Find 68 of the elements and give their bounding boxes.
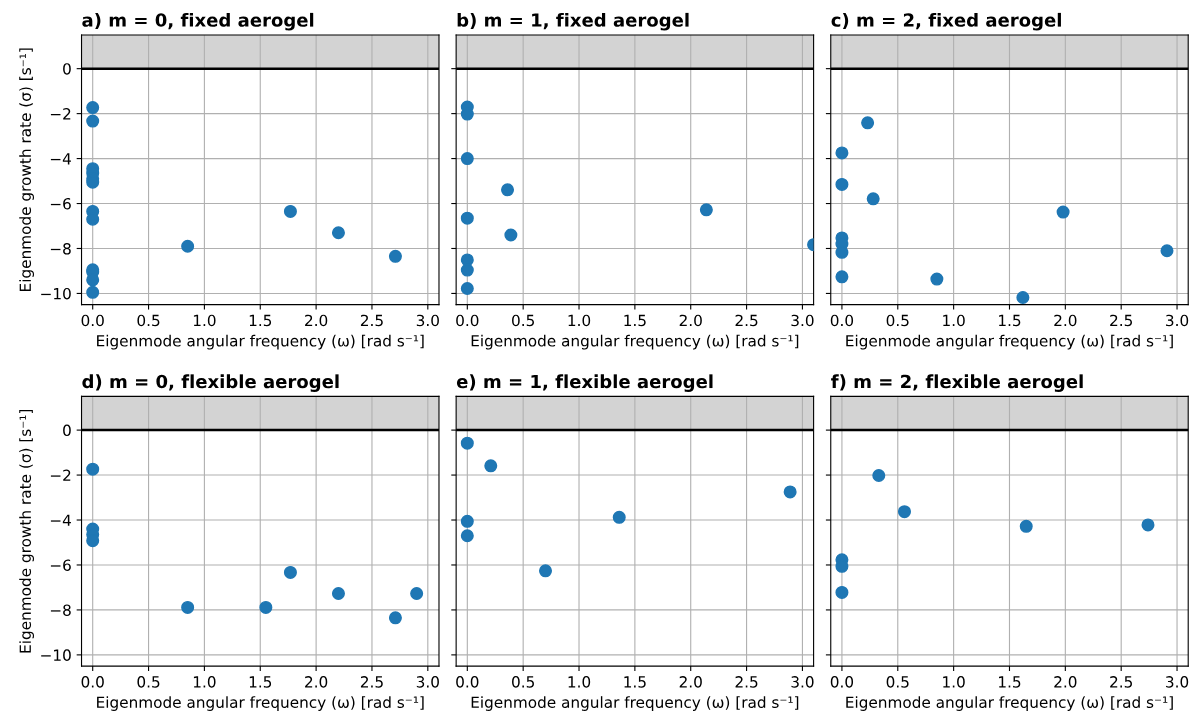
- x-tick-label: 0.5: [886, 676, 909, 688]
- chart-title: f) m = 2, flexible aerogel: [831, 374, 1083, 392]
- y-tick-label: −8: [50, 604, 71, 616]
- x-tick-label: 1.5: [249, 676, 272, 688]
- x-tick-label: 3.0: [791, 676, 814, 688]
- x-tick-label: 2.0: [679, 314, 702, 327]
- x-axis-title: Eigenmode angular frequency (ω) [rad s⁻¹]: [471, 334, 799, 350]
- x-tick-label: 2.5: [735, 314, 758, 327]
- x-tick-label: 2.5: [1110, 314, 1132, 327]
- x-tick-label: 1.0: [193, 676, 216, 688]
- x-tick-label: 1.0: [943, 676, 965, 688]
- x-axis-title: Eigenmode angular frequency (ω) [rad s⁻¹]: [97, 334, 424, 350]
- x-axis-title: Eigenmode angular frequency (ω) [rad s⁻¹]: [846, 334, 1173, 350]
- x-tick-label: 2.0: [679, 676, 702, 688]
- x-tick-label: 0.5: [886, 314, 909, 327]
- x-tick-label: 2.5: [1110, 676, 1132, 688]
- y-axis-title: Eigenmode growth rate (σ) [s⁻¹]: [19, 48, 35, 291]
- x-tick-label: 1.5: [624, 314, 646, 327]
- y-tick-label: 0: [63, 63, 71, 75]
- y-axis-title: Eigenmode growth rate (σ) [s⁻¹]: [19, 409, 35, 653]
- x-tick-label: 1.0: [193, 314, 216, 327]
- x-tick-label: 1.5: [999, 676, 1021, 688]
- x-tick-label: 0.0: [830, 314, 854, 327]
- x-tick-label: 3.0: [791, 314, 814, 327]
- x-axis-title: Eigenmode angular frequency (ω) [rad s⁻¹]: [97, 696, 424, 711]
- x-tick-label: 0.0: [81, 676, 104, 688]
- chart-title: c) m = 2, fixed aerogel: [831, 12, 1061, 31]
- x-tick-label: 3.0: [1166, 676, 1189, 688]
- x-tick-label: 0.0: [456, 676, 479, 688]
- x-tick-label: 2.0: [1054, 314, 1077, 327]
- x-tick-label: 0.5: [137, 314, 160, 327]
- y-tick-label: −6: [50, 559, 71, 571]
- y-tick-label: −10: [41, 649, 71, 661]
- x-tick-label: 2.5: [360, 314, 383, 327]
- x-tick-label: 3.0: [1166, 314, 1189, 327]
- x-tick-label: 1.5: [249, 314, 272, 327]
- x-tick-label: 0.0: [830, 676, 854, 688]
- y-tick-label: −2: [50, 469, 71, 481]
- x-tick-label: 1.5: [999, 314, 1021, 327]
- chart-title: d) m = 0, flexible aerogel: [82, 374, 339, 392]
- chart-title: b) m = 1, fixed aerogel: [457, 12, 689, 31]
- y-tick-label: −4: [50, 153, 71, 165]
- x-tick-label: 2.5: [735, 676, 758, 688]
- y-tick-label: −2: [50, 108, 71, 120]
- y-tick-label: 0: [63, 424, 71, 437]
- x-tick-label: 3.0: [416, 314, 439, 327]
- x-tick-label: 2.0: [1054, 676, 1077, 688]
- x-tick-label: 2.5: [360, 676, 383, 688]
- y-tick-label: −6: [50, 197, 71, 210]
- x-tick-label: 0.0: [456, 314, 479, 327]
- x-tick-label: 1.5: [624, 676, 646, 688]
- x-tick-label: 3.0: [416, 676, 439, 688]
- x-tick-label: 0.5: [512, 314, 534, 327]
- chart-title: e) m = 1, flexible aerogel: [456, 374, 713, 392]
- x-axis-title: Eigenmode angular frequency (ω) [rad s⁻¹]: [846, 696, 1173, 711]
- x-tick-label: 1.0: [568, 314, 591, 327]
- x-tick-label: 2.0: [305, 676, 328, 688]
- x-tick-label: 2.0: [305, 314, 328, 327]
- y-tick-label: −8: [50, 242, 71, 255]
- chart-title: a) m = 0, fixed aerogel: [82, 12, 314, 31]
- y-tick-label: −10: [41, 287, 71, 300]
- x-tick-label: 0.5: [137, 676, 160, 688]
- x-tick-label: 0.0: [81, 314, 104, 327]
- y-tick-label: −4: [50, 514, 71, 526]
- x-tick-label: 1.0: [568, 676, 591, 688]
- x-tick-label: 0.5: [512, 676, 534, 688]
- x-tick-label: 1.0: [943, 314, 965, 327]
- x-axis-title: Eigenmode angular frequency (ω) [rad s⁻¹]: [471, 696, 799, 711]
